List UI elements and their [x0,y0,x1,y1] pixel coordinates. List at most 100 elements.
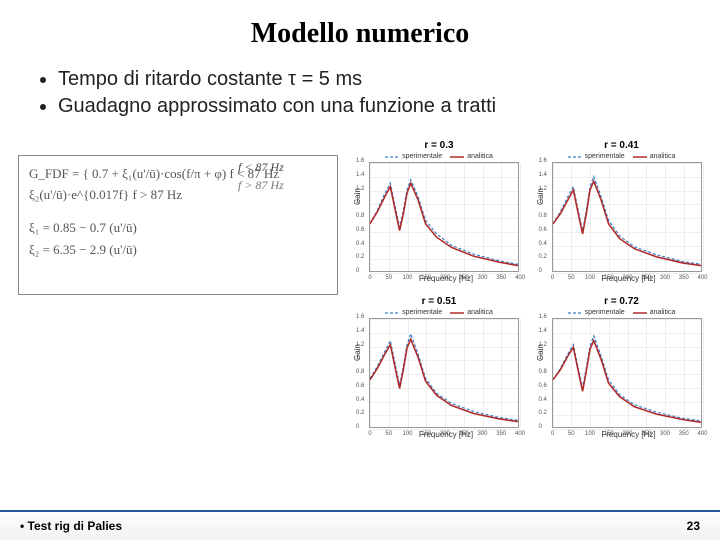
xtick: 200 [440,275,450,281]
curve-ana [553,341,701,423]
footer-bar: • Test rig di Palies 23 [0,510,720,540]
ytick: 0.4 [356,241,364,247]
xtick: 400 [697,275,707,281]
ytick: 1.4 [539,172,547,178]
ytick: 0 [539,424,542,430]
ytick: 0.4 [539,397,547,403]
ytick: 0.8 [356,213,364,219]
ytick: 0.6 [539,227,547,233]
chart-3: r = 0.72sperimentaleanaliticaGain0501001… [538,296,706,446]
legend-ana-label: analitica [650,153,676,160]
ytick: 1.6 [356,158,364,164]
xtick: 150 [421,431,431,437]
ytick: 0.2 [539,254,547,260]
ytick: 1 [539,355,542,361]
ytick: 0.2 [539,410,547,416]
slide-title: Modello numerico [0,0,720,50]
legend-exp-label: sperimentale [402,153,442,160]
ytick: 1.2 [356,186,364,192]
legend-ana: analitica [450,153,493,160]
ytick: 1 [356,355,359,361]
curve-ana [370,339,518,421]
xtick: 150 [421,275,431,281]
ytick: 1.2 [356,342,364,348]
xtick: 0 [368,431,371,437]
xtick: 250 [641,431,651,437]
bullet-2: Guadagno approssimato con una funzione a… [58,95,720,118]
ytick: 0.4 [356,397,364,403]
bullet-list: Tempo di ritardo costante τ = 5 ms Guada… [40,68,720,118]
xtick: 200 [622,431,632,437]
equation-box: G_FDF = { 0.7 + ξ₁(u'/ū)·cos(f/π + φ) f … [18,155,338,295]
legend-ana: analitica [633,153,676,160]
freq-note-2: f > 87 Hz [238,178,284,193]
chart-1: r = 0.41sperimentaleanaliticaGain0501001… [538,140,706,290]
ytick: 1.2 [539,186,547,192]
footer-left: • Test rig di Palies [20,519,122,533]
ytick: 0.8 [539,213,547,219]
curve-ana [370,183,518,265]
xtick: 350 [679,275,689,281]
xtick: 400 [515,431,525,437]
xtick: 100 [402,275,412,281]
legend-ana: analitica [633,309,676,316]
legend-exp: sperimentale [385,153,442,160]
charts-grid: r = 0.3sperimentaleanaliticaGain05010015… [355,140,710,446]
footer-page-number: 23 [687,519,700,533]
xtick: 250 [459,275,469,281]
legend-ana: analitica [450,309,493,316]
chart-title-1: r = 0.41 [538,140,706,151]
legend-exp: sperimentale [385,309,442,316]
chart-legend-2: sperimentale analitica [355,309,523,316]
xtick: 100 [585,431,595,437]
xtick: 350 [496,275,506,281]
xtick: 150 [604,431,614,437]
curve-exp [370,334,518,420]
xtick: 300 [477,431,487,437]
xtick: 400 [515,275,525,281]
curve-exp [553,177,701,265]
xtick: 100 [402,431,412,437]
chart-0: r = 0.3sperimentaleanaliticaGain05010015… [355,140,523,290]
ytick: 1 [539,199,542,205]
legend-exp-label: sperimentale [402,309,442,316]
chart-title-3: r = 0.72 [538,296,706,307]
xtick: 350 [679,431,689,437]
ytick: 0 [539,268,542,274]
xtick: 50 [568,275,575,281]
footer-left-text: Test rig di Palies [28,519,122,533]
ytick: 0.4 [539,241,547,247]
xtick: 350 [496,431,506,437]
curve-exp [553,336,701,421]
xtick: 250 [459,431,469,437]
xtick: 400 [697,431,707,437]
plot-area-1: 05010015020025030035040000.20.40.60.811.… [552,162,702,272]
ytick: 0 [356,424,359,430]
legend-exp-label: sperimentale [585,309,625,316]
ytick: 1.4 [539,328,547,334]
plot-area-2: 05010015020025030035040000.20.40.60.811.… [369,318,519,428]
xtick: 0 [368,275,371,281]
legend-ana-label: analitica [467,153,493,160]
ytick: 0.2 [356,254,364,260]
ytick: 0 [356,268,359,274]
chart-legend-1: sperimentaleanalitica [538,153,706,160]
chart-legend-3: sperimentale analitica [538,309,706,316]
plot-area-3: 05010015020025030035040000.20.40.60.811.… [552,318,702,428]
chart-legend-0: sperimentale analitica [355,153,523,160]
legend-exp: sperimentale [568,309,625,316]
ytick: 0.8 [356,369,364,375]
ytick: 1.2 [539,342,547,348]
ytick: 1.6 [539,314,547,320]
ytick: 0.6 [356,383,364,389]
xtick: 0 [551,275,554,281]
ytick: 1.4 [356,172,364,178]
chart-2: r = 0.51sperimentaleanaliticaGain0501001… [355,296,523,446]
xtick: 100 [585,275,595,281]
xtick: 150 [604,275,614,281]
ytick: 1.6 [356,314,364,320]
freq-note-1: f < 87 Hz [238,160,284,175]
ytick: 0.6 [356,227,364,233]
ytick: 1.6 [539,158,547,164]
xtick: 200 [622,275,632,281]
